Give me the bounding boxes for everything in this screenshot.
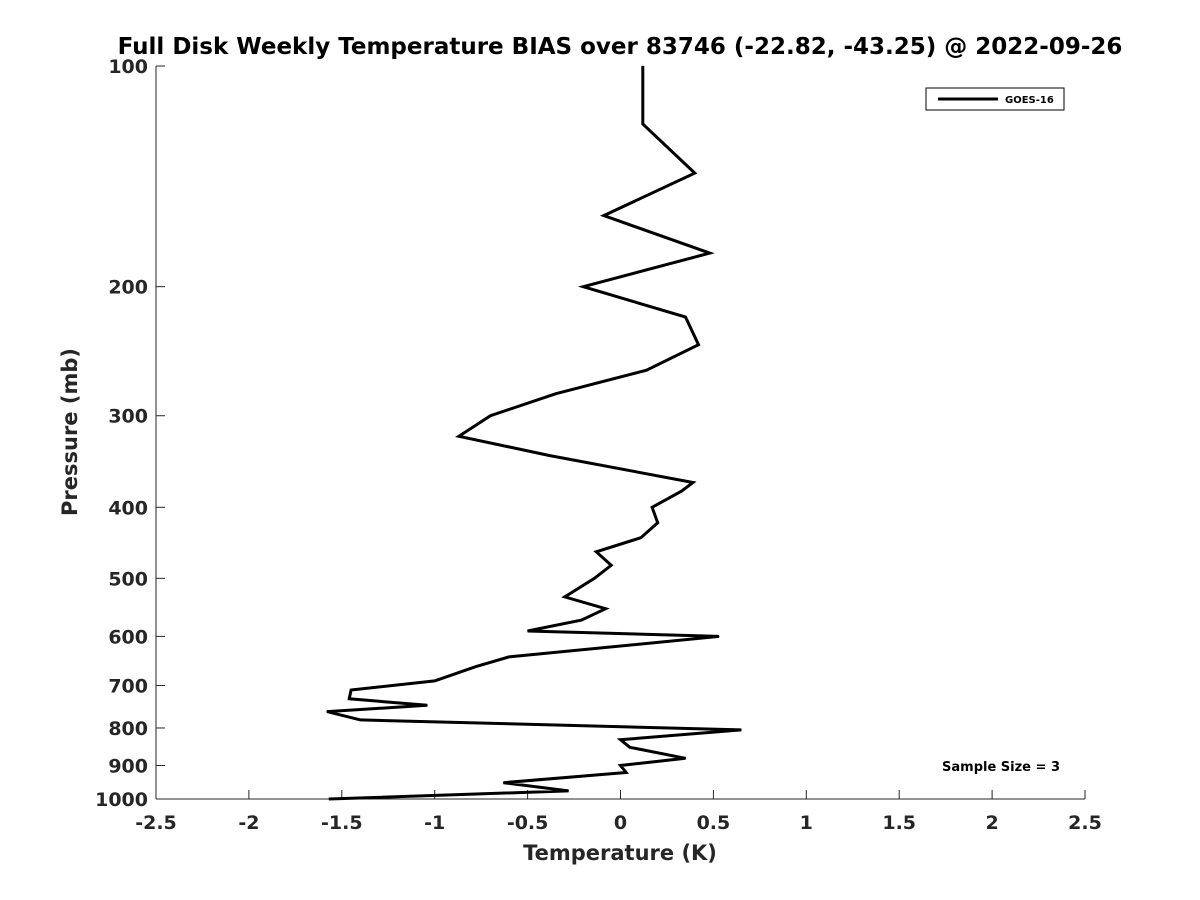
x-tick-label: -1 <box>424 812 445 834</box>
data-point <box>489 415 491 417</box>
data-point <box>625 772 627 773</box>
data-point <box>581 619 582 621</box>
data-point <box>426 704 428 706</box>
data-point <box>594 577 595 579</box>
y-tick-label: 200 <box>108 277 148 299</box>
data-point <box>326 711 328 713</box>
data-point <box>642 65 644 67</box>
y-axis-label: Pressure (mb) <box>58 348 82 516</box>
x-tick-label: 1 <box>800 812 813 834</box>
y-tick-label: 800 <box>108 718 148 740</box>
data-point <box>651 506 653 508</box>
data-point <box>595 551 597 553</box>
x-axis-label: Temperature (K) <box>523 841 717 865</box>
x-tick-label: 2 <box>985 812 998 834</box>
y-tick-label: 900 <box>108 755 148 777</box>
data-point <box>328 798 330 800</box>
y-tick-label: 600 <box>108 626 148 648</box>
data-point <box>603 215 605 217</box>
legend-label-goes-16: GOES-16 <box>1005 95 1054 106</box>
series-layer <box>326 65 742 801</box>
y-axis-ticks: 100 200 300 400 500 600 700 800 900 1000 <box>95 56 165 811</box>
series-line-goes-16 <box>326 66 742 801</box>
data-point <box>508 656 510 658</box>
data-point <box>620 765 621 766</box>
data-point <box>564 596 566 598</box>
data-point <box>527 630 529 632</box>
x-axis-ticks: -2.5 -2 -1.5 -1 -0.5 0 0.5 1 1.5 2 2.5 <box>135 790 1102 834</box>
y-tick-label: 500 <box>108 568 148 590</box>
x-tick-label: 0.5 <box>697 812 731 834</box>
axes <box>155 66 1085 800</box>
data-point <box>685 757 686 759</box>
legend: GOES-16 <box>925 87 1065 111</box>
x-tick-label: -0.5 <box>507 812 549 834</box>
data-point <box>657 522 659 524</box>
x-tick-label: 1.5 <box>882 812 916 834</box>
y-tick-label: 100 <box>108 56 148 78</box>
data-point <box>685 316 686 318</box>
data-point <box>605 608 607 610</box>
data-point <box>549 455 551 457</box>
data-point <box>359 719 361 721</box>
y-tick-label: 400 <box>108 497 148 519</box>
data-point <box>681 490 683 492</box>
data-point <box>348 698 350 700</box>
data-point <box>646 369 647 371</box>
data-point <box>350 689 352 691</box>
data-point <box>629 746 631 748</box>
data-point <box>434 680 436 682</box>
data-point <box>709 252 711 254</box>
data-point <box>640 537 642 539</box>
data-point <box>694 172 696 174</box>
data-point <box>555 393 556 395</box>
sample-size-annotation: Sample Size = 3 <box>942 760 1060 775</box>
data-point <box>718 635 720 637</box>
x-tick-label: -2.5 <box>135 812 177 834</box>
data-point <box>610 564 612 566</box>
x-tick-label: -2 <box>238 812 259 834</box>
chart-title: Full Disk Weekly Temperature BIAS over 8… <box>118 34 1123 60</box>
data-point <box>458 435 460 437</box>
x-tick-label: -1.5 <box>321 812 363 834</box>
data-point <box>740 729 742 731</box>
y-tick-label: 300 <box>108 406 148 428</box>
y-tick-label: 700 <box>108 675 148 697</box>
x-tick-label: 0 <box>614 812 627 834</box>
data-point <box>692 482 694 483</box>
data-point <box>475 666 477 668</box>
data-point <box>568 790 569 792</box>
data-point <box>502 782 504 784</box>
x-tick-label: 2.5 <box>1068 812 1102 834</box>
data-point <box>582 286 584 288</box>
data-point <box>642 123 644 125</box>
data-point <box>698 344 699 346</box>
y-tick-label: 1000 <box>95 789 148 811</box>
data-point <box>620 739 621 741</box>
